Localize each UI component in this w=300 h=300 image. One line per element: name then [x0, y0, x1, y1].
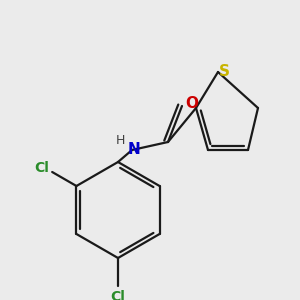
Text: H: H — [115, 134, 125, 146]
Text: N: N — [128, 142, 140, 157]
Text: Cl: Cl — [35, 161, 50, 175]
Text: S: S — [218, 64, 230, 80]
Text: Cl: Cl — [111, 290, 125, 300]
Text: O: O — [185, 97, 199, 112]
